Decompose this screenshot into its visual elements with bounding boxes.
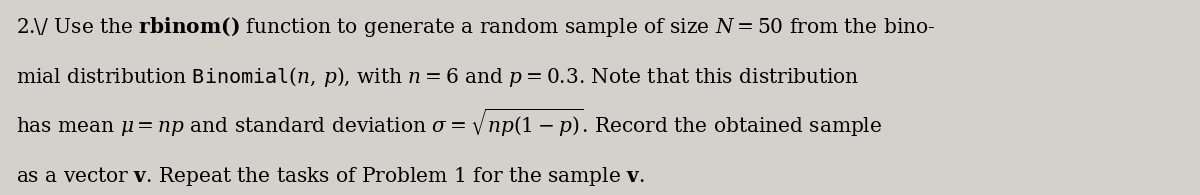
Text: has mean $\mu = np$ and standard deviation $\sigma = \sqrt{np(1-p)}$. Record the: has mean $\mu = np$ and standard deviati… [16,106,882,139]
Text: 2.\/ Use the $\mathbf{rbinom()}$ function to generate a random sample of size $N: 2.\/ Use the $\mathbf{rbinom()}$ functio… [16,15,935,39]
Text: mial distribution $\mathtt{Binomial}(n,\, p)$, with $n = 6$ and $p = 0.3$. Note : mial distribution $\mathtt{Binomial}(n,\… [16,65,859,89]
Text: as a vector $\mathbf{v}$. Repeat the tasks of Problem 1 for the sample $\mathbf{: as a vector $\mathbf{v}$. Repeat the tas… [16,165,644,188]
